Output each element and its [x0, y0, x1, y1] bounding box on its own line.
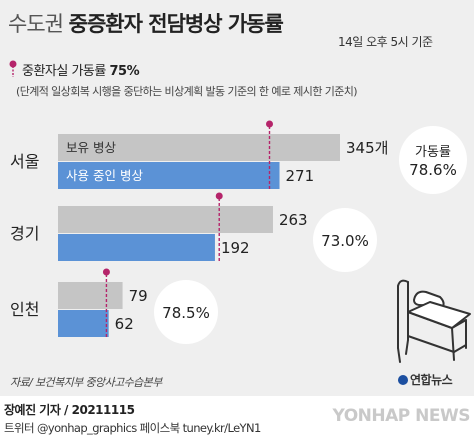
series-label-used: 사용 중인 병상 — [66, 168, 143, 183]
page-title: 수도권 중증환자 전담병상 가동률 — [8, 8, 284, 38]
bed-frame-stroke — [397, 279, 409, 287]
credit: 장예진 기자 / 20211115 — [4, 403, 135, 417]
hospital-bed-icon — [397, 279, 471, 363]
bed-frame-stroke — [397, 347, 401, 363]
value-label-used: 62 — [115, 315, 134, 333]
threshold-value: 75% — [109, 64, 140, 79]
value-label-total: 263 — [279, 211, 308, 229]
logo-mark-icon — [398, 375, 408, 385]
utilization-circle — [399, 126, 467, 194]
threshold-label: 중환자실 가동률 — [22, 64, 106, 79]
timestamp: 14일 오후 5시 기준 — [338, 35, 433, 49]
utilization-value: 78.5% — [162, 304, 210, 322]
value-label-total: 79 — [129, 287, 148, 305]
threshold-note: 중환자실 가동률 75% — [22, 60, 140, 79]
utilization-value: 73.0% — [321, 232, 369, 250]
bar-used — [58, 234, 215, 261]
bed-frame-stroke — [453, 344, 467, 353]
bed-frame-stroke — [405, 339, 409, 355]
utilization-value: 78.6% — [409, 161, 457, 179]
threshold-pin — [102, 268, 110, 276]
pin-icon — [9, 60, 17, 77]
bar-used — [58, 162, 280, 189]
bar-total — [58, 206, 273, 233]
value-label-total: 345개 — [346, 139, 388, 157]
mattress-icon — [407, 301, 471, 329]
category-label: 서울 — [10, 152, 39, 171]
utilization-circle — [313, 208, 377, 272]
threshold-subnote: (단계적 일상회복 시행을 중단하는 비상계획 발동 기준의 한 예로 제시한 … — [16, 85, 358, 98]
watermark: YONHAP NEWS — [332, 406, 471, 426]
source-note: 자료/ 보건복지부 중앙사고수습본부 — [10, 376, 162, 389]
footer: 장예진 기자 / 20211115 트위터 @yonhap_graphics 페… — [0, 396, 474, 442]
title-prefix: 수도권 — [8, 12, 64, 36]
bar-used — [58, 310, 109, 337]
series-label-total: 보유 병상 — [66, 140, 116, 155]
category-label: 경기 — [10, 224, 39, 243]
bar-total — [58, 282, 123, 309]
threshold-pin — [215, 192, 223, 200]
threshold-pin — [266, 120, 273, 128]
bar-total — [58, 134, 340, 161]
title-main: 중증환자 전담병상 가동률 — [68, 12, 284, 36]
bed-frame-stroke — [451, 327, 455, 361]
logo-text: 연합뉴스 — [410, 373, 453, 387]
value-label-used: 271 — [286, 167, 315, 185]
bed-frame-stroke — [407, 335, 455, 353]
utilization-title: 가동률 — [415, 145, 451, 160]
yonhap-logo: 연합뉴스 — [398, 371, 453, 388]
utilization-circle — [154, 280, 218, 344]
social-links: 트위터 @yonhap_graphics 페이스북 tuney.kr/LeYN1 — [4, 421, 261, 435]
value-label-used: 192 — [221, 239, 250, 257]
category-label: 인천 — [10, 300, 39, 319]
